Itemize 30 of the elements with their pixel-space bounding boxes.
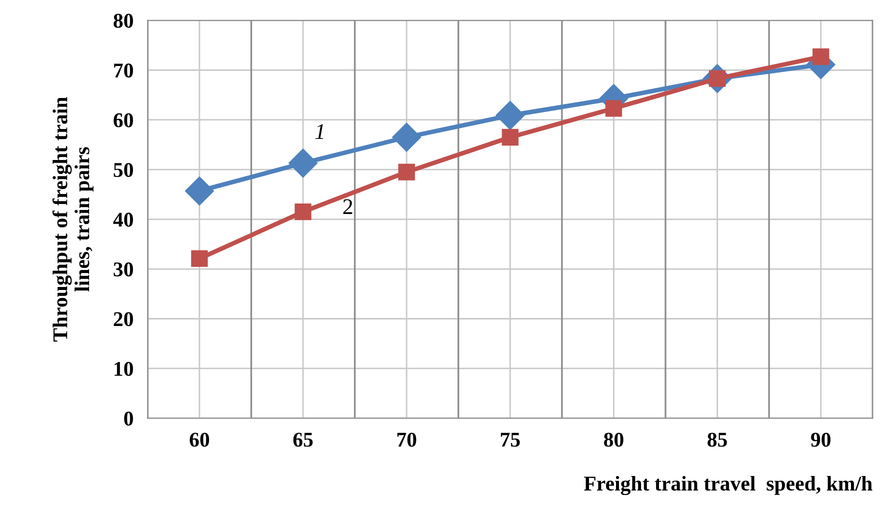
x-tick-label: 65 — [293, 432, 313, 447]
y-tick-label: 0 — [124, 412, 133, 426]
point — [398, 164, 415, 180]
point — [605, 100, 622, 117]
x-tick-label: 60 — [190, 432, 210, 447]
point — [812, 48, 830, 66]
series-label: 1 — [315, 124, 324, 139]
y-axis-title: Throughput of freight train lines, train pairs — [52, 96, 94, 342]
point — [185, 176, 214, 206]
point — [502, 128, 518, 146]
series-label: 2 — [343, 199, 352, 214]
point — [496, 100, 525, 130]
y-tick-label: 40 — [113, 212, 133, 227]
y-tick-label: 70 — [114, 64, 133, 78]
point — [288, 148, 318, 178]
y-tick-label: 60 — [114, 113, 133, 128]
y-tick-label: 10 — [114, 362, 133, 376]
y-tick-label: 80 — [114, 14, 133, 28]
x-tick-label: 85 — [708, 432, 727, 447]
y-tick-label: 30 — [114, 262, 133, 276]
x-tick-label: 80 — [604, 432, 624, 447]
x-tick-label: 70 — [397, 432, 416, 447]
point — [191, 250, 208, 267]
point — [294, 204, 312, 220]
x-axis-title: Freight train travel speed, km/h — [584, 476, 872, 496]
point — [392, 122, 422, 152]
y-tick-label: 50 — [114, 162, 133, 178]
x-tick-label: 90 — [810, 432, 830, 447]
y-tick-label: 20 — [114, 312, 133, 326]
x-tick-label: 75 — [500, 432, 520, 447]
